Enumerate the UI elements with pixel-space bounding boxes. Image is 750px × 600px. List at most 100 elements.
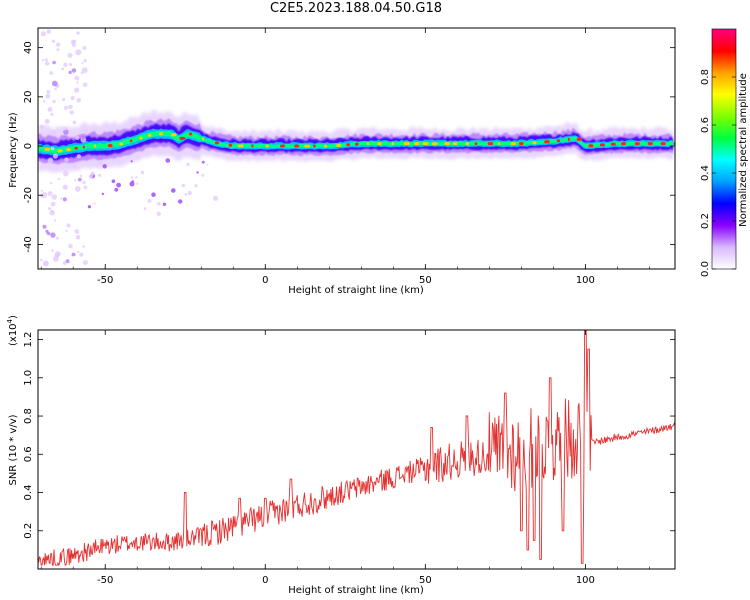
noise-speckle [62,97,66,102]
noise-speckle [68,104,73,110]
noise-speckle [63,170,69,177]
noise-speckle [206,163,209,166]
spectrum-peak-mark [403,142,410,146]
noise-speckle [51,210,55,213]
noise-speckle [40,189,44,192]
noise-speckle [62,197,67,202]
noise-speckle [49,71,54,75]
spectrum-peak-mark [431,142,438,146]
spectrum-peak-mark [567,138,570,141]
spectrum-peak-mark [444,142,450,146]
spectrum-peak-mark [107,144,113,148]
noise-speckle [156,211,161,216]
noise-speckle [82,82,88,88]
spectrum-peak-mark [487,142,494,146]
spectrum-peak-mark [660,142,666,146]
noise-speckle [55,236,59,240]
noise-speckle [83,185,88,190]
noise-speckle [83,129,89,135]
noise-speckle [71,252,76,257]
noise-speckle [51,39,56,43]
spectrum-peak-mark [237,144,244,148]
spectrum-peak-mark [391,142,395,146]
noise-speckle [81,67,88,74]
noise-speckle [73,164,77,168]
snr-ytick-label: 0.8 [23,408,34,424]
noise-speckle [75,49,82,56]
noise-speckle [46,29,51,34]
noise-speckle [41,59,45,62]
snr-axes: -50 0 50 100 0.2 0.4 0.6 0.8 1.0 1.2 [23,330,675,586]
spectrogram-panel: -50 0 50 100 -40 -20 0 20 40 Height of straight … [8,27,676,296]
spectrum-peak-mark [474,142,478,146]
noise-speckle [90,159,94,163]
spectrum-peak-mark [148,133,152,137]
spectrum-core-band [38,130,674,154]
colorbar-tick-label: 0.2 [700,213,711,229]
noise-speckle [114,187,119,192]
noise-speckle [201,173,205,177]
spectrum-peak-mark [44,147,50,151]
noise-speckle [50,201,56,207]
noise-speckle [79,252,84,257]
noise-speckle [72,120,77,125]
spectrum-peak-mark [171,133,177,137]
spectrum-peak-mark [265,144,269,148]
noise-speckle [102,164,107,169]
noise-speckle [43,260,49,267]
spectrum-peak-mark [422,142,429,146]
noise-speckle [171,188,176,193]
noise-speckle [40,258,43,262]
spectrogram-ylabel: Frequency (Hz) [8,112,19,188]
snr-ylabel: SNR (10 * v/v) [8,414,19,485]
spectrum-peak-mark [82,145,85,149]
spectrum-peak-mark [610,142,616,146]
noise-speckle [178,199,183,204]
noise-speckle [74,87,80,93]
noise-speckle [39,124,44,129]
noise-speckle [62,184,68,190]
noise-speckle [116,182,121,188]
colorbar: 0.0 0.2 0.4 0.6 0.8 Normalized spectral ampl… [700,28,749,277]
noise-speckle [87,205,91,209]
noise-speckle [65,229,68,232]
snr-line [38,330,675,567]
noise-speckle [63,105,69,110]
snr-background [38,330,675,569]
noise-speckle [65,259,70,264]
noise-speckle [72,39,77,44]
noise-speckle [131,180,134,183]
noise-speckle [201,160,205,164]
noise-speckle [165,158,171,163]
noise-speckle [52,153,59,159]
noise-speckle [50,181,53,185]
noise-speckle [55,252,60,257]
spectrum-peak-mark [202,137,205,141]
noise-speckle [76,98,81,103]
spectrum-peak-mark [66,148,71,152]
noise-speckle [51,249,54,252]
snr-xtick-label: 0 [262,575,268,586]
noise-speckle [79,174,83,178]
noise-speckle [93,202,96,205]
noise-speckle [62,126,67,131]
spectrum-peak-mark [414,142,420,146]
noise-speckle [74,179,77,182]
noise-speckle [184,193,188,196]
noise-speckle [187,190,192,196]
noise-speckle [68,243,73,249]
snr-ytick-label: 0.4 [23,485,34,501]
spectrum-peak-mark [179,136,186,140]
noise-speckle [74,229,80,234]
noise-speckle [67,52,73,58]
noise-speckle [143,207,147,211]
spectrogram-axes: -50 0 50 100 -40 -20 0 20 40 [23,28,675,286]
noise-speckle [71,42,76,47]
spectrogram-ytick-label: 20 [23,90,34,103]
spectrogram-ytick-label: 0 [23,143,34,149]
noise-speckle [77,251,80,254]
spectrogram-xtick-label: 0 [262,275,268,286]
noise-speckle [186,162,190,167]
noise-speckle [56,48,60,52]
spectrum-peak-mark [119,142,124,146]
